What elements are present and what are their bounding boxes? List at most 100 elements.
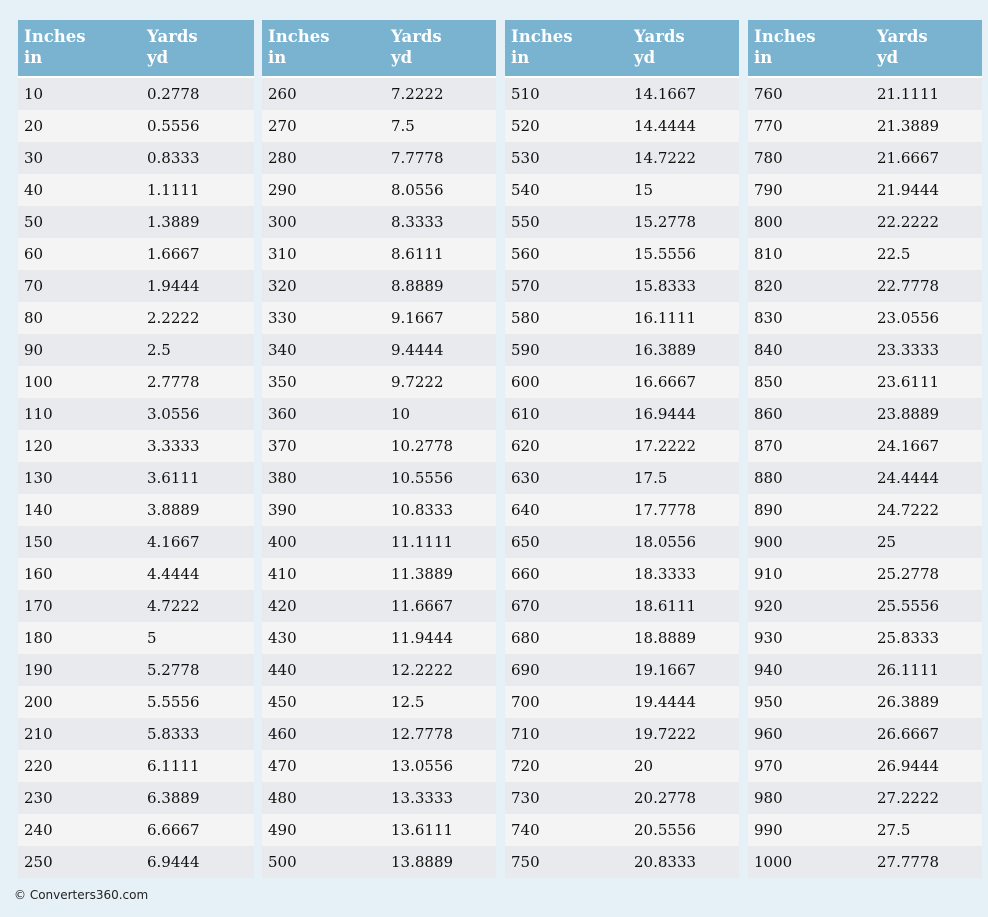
yards-cell: 7.5 (385, 110, 496, 142)
inches-cell: 700 (505, 686, 628, 718)
header-cell: Yards yd (385, 20, 496, 78)
yards-cell: 8.3333 (385, 206, 496, 238)
yards-cell: 20.8333 (628, 846, 739, 878)
row: 760 21.1111 (748, 77, 982, 110)
yards-cell: 0.5556 (141, 110, 254, 142)
header-name: Inches (24, 27, 86, 46)
row: 960 26.6667 (748, 718, 982, 750)
row: 260 7.2222 (262, 77, 496, 110)
inches-cell: 1000 (748, 846, 871, 878)
inches-cell: 760 (748, 77, 871, 110)
row: 780 21.6667 (748, 142, 982, 174)
table-body: 260 7.2222 270 7.5 280 7.7778 290 8.0556 300 8.33… (262, 77, 496, 878)
yards-cell: 11.6667 (385, 590, 496, 622)
yards-cell: 6.6667 (141, 814, 254, 846)
yards-cell: 13.0556 (385, 750, 496, 782)
header-cell: Yards yd (871, 20, 982, 78)
row: 40 1.1111 (18, 174, 254, 206)
inches-cell: 660 (505, 558, 628, 590)
row: 290 8.0556 (262, 174, 496, 206)
row: 450 12.5 (262, 686, 496, 718)
inches-cell: 710 (505, 718, 628, 750)
yards-cell: 21.6667 (871, 142, 982, 174)
inches-cell: 470 (262, 750, 385, 782)
inches-cell: 20 (18, 110, 141, 142)
yards-cell: 20.2778 (628, 782, 739, 814)
row: 420 11.6667 (262, 590, 496, 622)
inches-cell: 970 (748, 750, 871, 782)
table-head: Inches in Yards yd (748, 20, 982, 78)
inches-cell: 100 (18, 366, 141, 398)
yards-cell: 13.3333 (385, 782, 496, 814)
row: 890 24.7222 (748, 494, 982, 526)
yards-cell: 3.0556 (141, 398, 254, 430)
yards-cell: 23.3333 (871, 334, 982, 366)
inches-cell: 220 (18, 750, 141, 782)
yards-cell: 19.4444 (628, 686, 739, 718)
row: 90 2.5 (18, 334, 254, 366)
row: 60 1.6667 (18, 238, 254, 270)
header-cell: Yards yd (141, 20, 254, 78)
row: 970 26.9444 (748, 750, 982, 782)
row: 310 8.6111 (262, 238, 496, 270)
yards-cell: 26.1111 (871, 654, 982, 686)
yards-cell: 18.8889 (628, 622, 739, 654)
yards-cell: 11.3889 (385, 558, 496, 590)
inches-cell: 260 (262, 77, 385, 110)
inches-cell: 360 (262, 398, 385, 430)
table-body: 510 14.1667 520 14.4444 530 14.7222 540 15 550 15… (505, 77, 739, 878)
yards-cell: 17.2222 (628, 430, 739, 462)
row: 120 3.3333 (18, 430, 254, 462)
inches-cell: 90 (18, 334, 141, 366)
yards-cell: 4.4444 (141, 558, 254, 590)
yards-cell: 16.1111 (628, 302, 739, 334)
inches-cell: 650 (505, 526, 628, 558)
row: 150 4.1667 (18, 526, 254, 558)
inches-cell: 900 (748, 526, 871, 558)
header-name: Yards (877, 27, 928, 46)
row: 790 21.9444 (748, 174, 982, 206)
inches-cell: 580 (505, 302, 628, 334)
inches-cell: 400 (262, 526, 385, 558)
inches-cell: 120 (18, 430, 141, 462)
row: 550 15.2778 (505, 206, 739, 238)
yards-cell: 4.7222 (141, 590, 254, 622)
yards-cell: 13.6111 (385, 814, 496, 846)
inches-cell: 520 (505, 110, 628, 142)
header-row: Inches in Yards yd (748, 20, 982, 78)
inches-cell: 310 (262, 238, 385, 270)
inches-cell: 160 (18, 558, 141, 590)
row: 1000 27.7778 (748, 846, 982, 878)
inches-cell: 850 (748, 366, 871, 398)
header-name: Yards (634, 27, 685, 46)
row: 880 24.4444 (748, 462, 982, 494)
row: 600 16.6667 (505, 366, 739, 398)
table-head: Inches in Yards yd (505, 20, 739, 78)
row: 170 4.7222 (18, 590, 254, 622)
inches-cell: 880 (748, 462, 871, 494)
yards-cell: 22.5 (871, 238, 982, 270)
row: 400 11.1111 (262, 526, 496, 558)
inches-cell: 920 (748, 590, 871, 622)
row: 940 26.1111 (748, 654, 982, 686)
row: 330 9.1667 (262, 302, 496, 334)
yards-cell: 10.2778 (385, 430, 496, 462)
yards-cell: 5.8333 (141, 718, 254, 750)
header-cell: Inches in (505, 20, 628, 78)
row: 520 14.4444 (505, 110, 739, 142)
inches-cell: 500 (262, 846, 385, 878)
conversion-table: Inches in Yards yd 760 21.1111 770 21.3889 780 21… (748, 20, 982, 878)
header-name: Yards (147, 27, 198, 46)
row: 200 5.5556 (18, 686, 254, 718)
yards-cell: 3.6111 (141, 462, 254, 494)
inches-cell: 170 (18, 590, 141, 622)
inches-cell: 440 (262, 654, 385, 686)
yards-cell: 14.4444 (628, 110, 739, 142)
row: 370 10.2778 (262, 430, 496, 462)
yards-cell: 3.8889 (141, 494, 254, 526)
yards-cell: 20 (628, 750, 739, 782)
row: 540 15 (505, 174, 739, 206)
footer: © Converters360.com (14, 888, 149, 902)
yards-cell: 4.1667 (141, 526, 254, 558)
row: 430 11.9444 (262, 622, 496, 654)
